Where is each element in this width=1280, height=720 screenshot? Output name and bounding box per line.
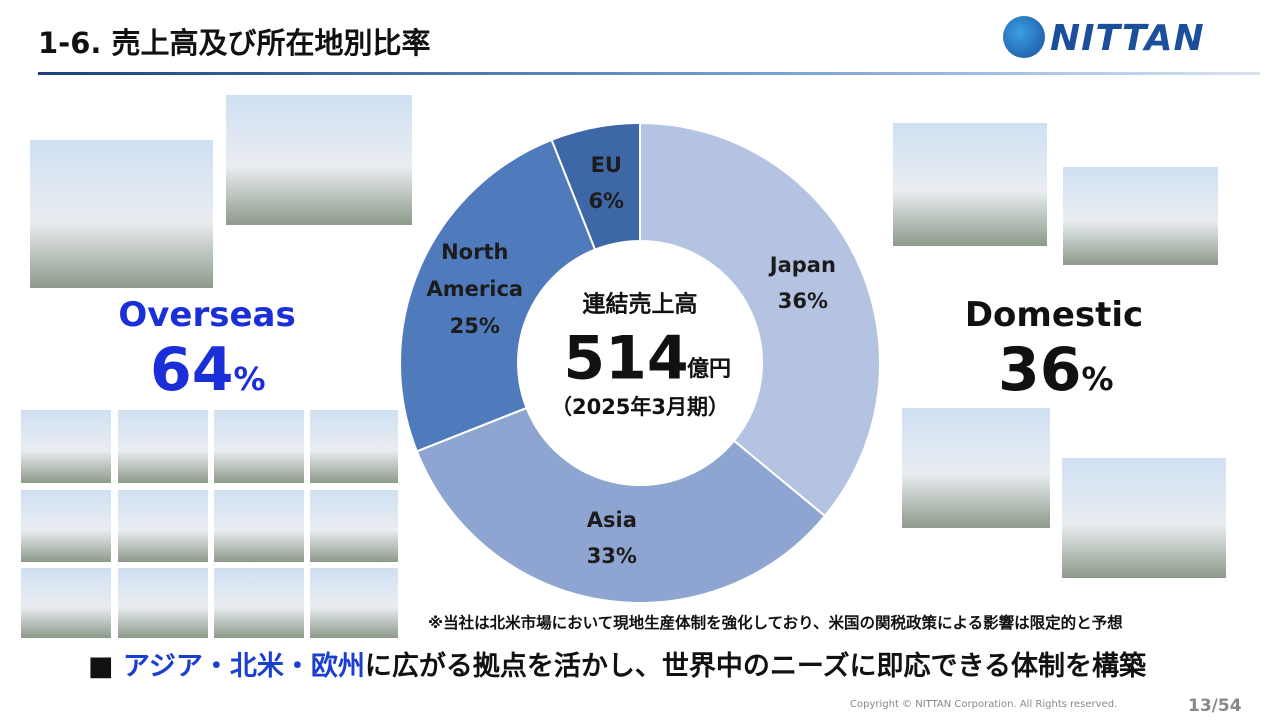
slice-value: 6% — [588, 189, 625, 214]
page-number: 13/54 — [1188, 696, 1242, 716]
slice — [415, 406, 827, 604]
footnote: ※当社は北米市場において現地生産体制を強化しており、米国の関税政策による影響は限… — [428, 614, 1123, 632]
photo — [214, 410, 304, 483]
center-title: 連結売上高 — [583, 291, 698, 318]
photo — [118, 490, 208, 562]
photo — [893, 123, 1047, 246]
photo — [118, 568, 208, 638]
overseas-label: Overseas — [118, 295, 296, 335]
slice-value: 25% — [449, 313, 500, 338]
photo — [310, 490, 398, 562]
slice — [399, 138, 597, 453]
title-rule — [38, 72, 1260, 75]
bullet: ■ — [88, 651, 114, 682]
slice-label: EU — [590, 153, 622, 178]
center-value: 514 — [563, 324, 688, 394]
photo — [902, 408, 1050, 528]
copyright: Copyright © NITTAN Corporation. All Righ… — [850, 699, 1118, 710]
slide-title: 1-6. 売上高及び所在地別比率 — [38, 26, 431, 60]
photos — [21, 95, 1226, 638]
key-message: ■ アジア・北米・欧州に広がる拠点を活かし、世界中のニーズに即応できる体制を構築 — [88, 644, 1146, 683]
highlight: アジア・北米・欧州 — [122, 651, 365, 682]
photo — [226, 95, 412, 225]
donut — [399, 121, 881, 604]
domestic-label: Domestic — [964, 295, 1144, 335]
logo: NITTAN — [1050, 18, 1205, 59]
photo — [21, 490, 111, 562]
photo — [214, 490, 304, 562]
domestic-value: 36 — [998, 335, 1082, 405]
overseas-share: 64% — [150, 335, 266, 405]
domestic-share: 36% — [998, 335, 1114, 405]
slice-label: North America — [426, 239, 524, 302]
domestic-unit: % — [1081, 360, 1114, 398]
logo-mark — [1003, 16, 1045, 58]
photo — [310, 568, 398, 638]
overseas-value: 64 — [150, 335, 234, 405]
slice — [639, 121, 881, 518]
photo — [1062, 458, 1226, 578]
slice — [550, 121, 641, 251]
photo — [310, 410, 398, 483]
center-period: （2025年3月期） — [551, 395, 729, 419]
photo — [118, 410, 208, 483]
photo — [214, 568, 304, 638]
photo — [21, 410, 111, 483]
photo — [1063, 167, 1218, 265]
center-unit: 億円 — [687, 356, 731, 382]
photo — [30, 140, 213, 288]
message-text: に広がる拠点を活かし、世界中のニーズに即応できる体制を構築 — [364, 651, 1146, 682]
slice-value: 36% — [777, 289, 828, 314]
slice-label: Asia — [586, 507, 637, 532]
slice-label: Japan — [769, 253, 836, 278]
overseas-unit: % — [233, 360, 266, 398]
photo — [21, 568, 111, 638]
slice-value: 33% — [586, 543, 637, 568]
